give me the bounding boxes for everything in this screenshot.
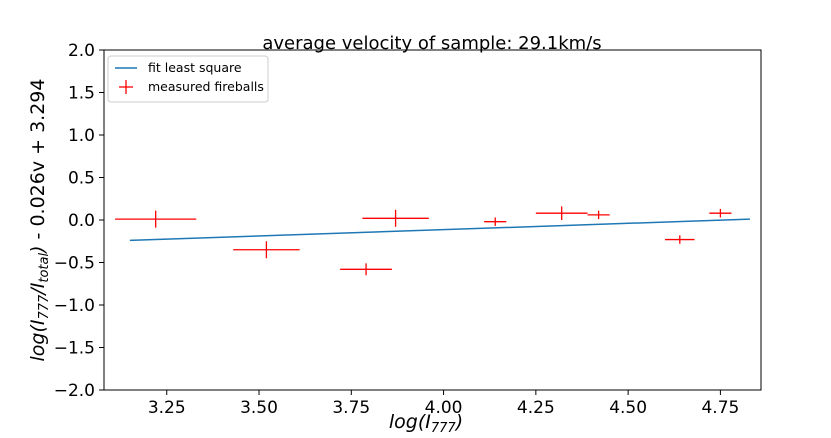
x-tick-label: 4.75 <box>701 398 739 418</box>
x-tick-label: 4.50 <box>609 398 647 418</box>
y-tick-label: 2.0 <box>68 41 95 61</box>
y-tick-label: 0.5 <box>68 169 95 189</box>
plot-area: 3.25 3.50 3.75 4.00 4.25 4.50 4.75 2.0 1.5 1.0 0.5… <box>54 41 762 418</box>
y-tick-label: −2.0 <box>54 381 95 401</box>
legend-box <box>107 55 269 103</box>
y-tick-label: 1.5 <box>68 84 95 104</box>
y-tick-label: −0.5 <box>54 254 95 274</box>
y-tick-label: −1.5 <box>54 339 95 359</box>
x-tick-label: 3.25 <box>148 398 186 418</box>
legend-fit-label: fit least square <box>148 60 242 75</box>
x-tick-label: 4.00 <box>425 398 463 418</box>
legend: fit least square measured fireballs <box>107 55 269 103</box>
y-tick-label: 1.0 <box>68 126 95 146</box>
x-tick-label: 3.75 <box>332 398 370 418</box>
y-axis-title: log(I777/Itotal) - 0.026v + 3.294 <box>27 79 52 362</box>
chart-title: average velocity of sample: 29.1km/s <box>262 33 601 54</box>
y-tick-label: −1.0 <box>54 296 95 316</box>
x-axis-title-subscript: 777 <box>431 421 457 436</box>
x-tick-label: 4.25 <box>517 398 555 418</box>
x-tick-label: 3.50 <box>240 398 278 418</box>
legend-measured-label: measured fireballs <box>148 79 264 94</box>
y-tick-label: 0.0 <box>68 211 95 231</box>
fit-line <box>129 218 750 242</box>
